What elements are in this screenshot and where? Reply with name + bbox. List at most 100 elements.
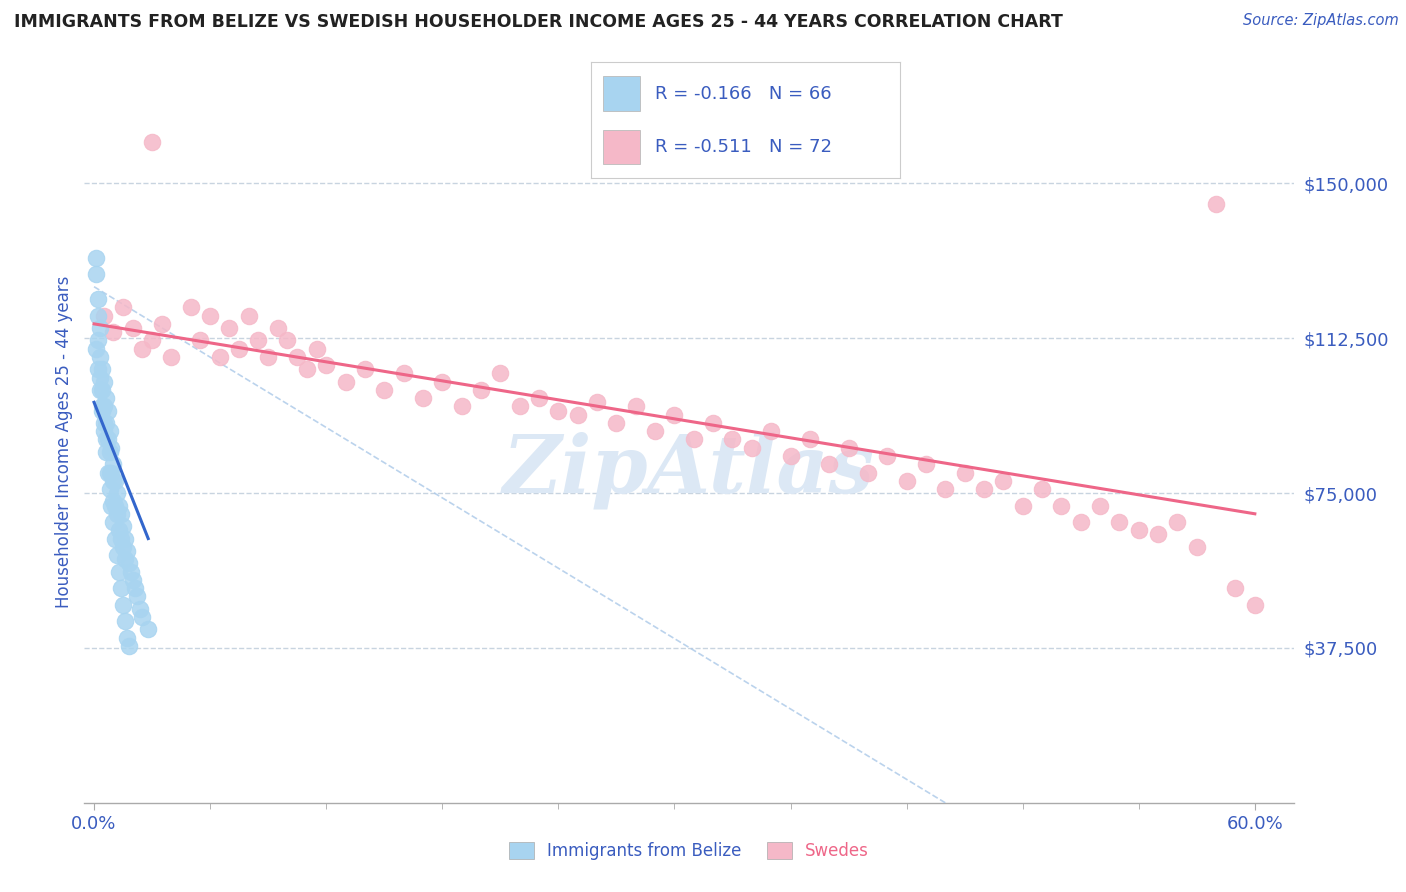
Point [1088, 499, 1111, 513]
Point [527, 391, 550, 405]
Point [115, 544, 138, 558]
Point [112, 598, 135, 612]
Point [108, 499, 131, 513]
Point [432, 375, 454, 389]
Point [247, 334, 270, 348]
Text: R = -0.166   N = 66: R = -0.166 N = 66 [655, 85, 832, 103]
Point [120, 565, 142, 579]
Point [93, 309, 115, 323]
Point [285, 350, 308, 364]
Point [953, 466, 976, 480]
Point [104, 532, 127, 546]
Point [98, 445, 121, 459]
Point [90, 400, 112, 414]
Text: ZipAtlas: ZipAtlas [503, 432, 875, 509]
Point [1166, 515, 1188, 529]
Point [896, 474, 918, 488]
Point [993, 474, 1015, 488]
Point [1185, 540, 1208, 554]
Point [97, 466, 120, 480]
Point [98, 466, 121, 480]
Point [93, 400, 115, 414]
Point [915, 457, 938, 471]
Point [103, 457, 125, 471]
Point [180, 301, 202, 315]
Point [110, 507, 132, 521]
Point [305, 342, 328, 356]
Point [118, 639, 141, 653]
Point [1108, 515, 1130, 529]
Point [94, 433, 117, 447]
Point [509, 400, 531, 414]
Point [100, 466, 122, 480]
Text: Source: ZipAtlas.com: Source: ZipAtlas.com [1243, 13, 1399, 29]
Point [141, 334, 163, 348]
Point [89, 321, 111, 335]
Point [741, 441, 763, 455]
Point [973, 482, 995, 496]
Point [335, 375, 357, 389]
Point [121, 321, 143, 335]
Point [103, 515, 125, 529]
Point [934, 482, 956, 496]
Point [124, 581, 146, 595]
Point [103, 494, 125, 508]
Point [108, 565, 131, 579]
Point [103, 474, 125, 488]
Point [450, 400, 472, 414]
Point [1225, 581, 1247, 595]
Point [1031, 482, 1053, 496]
Point [160, 350, 183, 364]
Point [295, 362, 318, 376]
Point [373, 383, 395, 397]
Point [90, 403, 112, 417]
Point [131, 342, 153, 356]
Point [112, 301, 135, 315]
Bar [603, 77, 640, 112]
Point [129, 601, 152, 615]
Point [118, 557, 141, 571]
Point [87, 309, 110, 323]
Point [105, 548, 128, 562]
Point [876, 449, 898, 463]
Bar [603, 129, 640, 164]
Point [104, 499, 127, 513]
Point [114, 552, 136, 566]
Point [392, 367, 415, 381]
Point [84, 251, 107, 265]
Point [1070, 515, 1092, 529]
Point [682, 433, 704, 447]
Point [605, 416, 627, 430]
Point [98, 424, 121, 438]
Point [97, 433, 120, 447]
Point [1147, 527, 1170, 541]
Point [94, 416, 117, 430]
Text: IMMIGRANTS FROM BELIZE VS SWEDISH HOUSEHOLDER INCOME AGES 25 - 44 YEARS CORRELAT: IMMIGRANTS FROM BELIZE VS SWEDISH HOUSEH… [14, 13, 1063, 31]
Point [470, 383, 492, 397]
Point [1011, 499, 1033, 513]
Point [84, 268, 107, 282]
Point [141, 135, 163, 149]
Point [84, 342, 107, 356]
Point [779, 449, 801, 463]
Point [87, 362, 110, 376]
Point [125, 590, 148, 604]
Point [257, 350, 280, 364]
Point [90, 383, 112, 397]
Point [228, 342, 250, 356]
Point [644, 424, 666, 438]
Point [114, 614, 136, 628]
Point [98, 482, 121, 496]
Point [105, 507, 128, 521]
Point [94, 445, 117, 459]
Point [89, 350, 111, 364]
Point [93, 424, 115, 438]
Point [1050, 499, 1073, 513]
Point [121, 573, 143, 587]
Point [799, 433, 821, 447]
Point [721, 433, 744, 447]
Point [110, 581, 132, 595]
Point [97, 403, 120, 417]
Point [759, 424, 782, 438]
Point [93, 375, 115, 389]
